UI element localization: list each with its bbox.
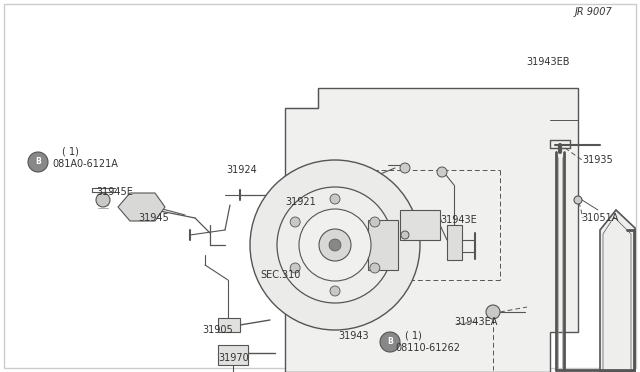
Text: B: B xyxy=(387,337,393,346)
Circle shape xyxy=(28,152,48,172)
Circle shape xyxy=(277,187,393,303)
Circle shape xyxy=(330,286,340,296)
Circle shape xyxy=(486,305,500,319)
Polygon shape xyxy=(600,210,635,372)
Text: 31970: 31970 xyxy=(218,353,249,363)
Bar xyxy=(218,318,240,332)
Circle shape xyxy=(400,163,410,173)
Text: 31945E: 31945E xyxy=(96,187,133,197)
Text: 31905: 31905 xyxy=(202,325,233,335)
Text: 31943E: 31943E xyxy=(440,215,477,225)
Circle shape xyxy=(290,263,300,273)
Polygon shape xyxy=(118,193,165,221)
Circle shape xyxy=(437,167,447,177)
Bar xyxy=(447,225,462,260)
Text: B: B xyxy=(35,157,41,167)
Circle shape xyxy=(574,196,582,204)
Text: SEC.310: SEC.310 xyxy=(260,270,300,280)
Text: 31924: 31924 xyxy=(226,165,257,175)
Circle shape xyxy=(290,217,300,227)
Circle shape xyxy=(380,332,400,352)
Circle shape xyxy=(299,209,371,281)
Circle shape xyxy=(329,239,341,251)
Text: 31943: 31943 xyxy=(338,331,369,341)
Text: 08110-61262: 08110-61262 xyxy=(395,343,460,353)
Text: 31945: 31945 xyxy=(138,213,169,223)
Bar xyxy=(218,345,248,365)
Polygon shape xyxy=(285,88,578,372)
Circle shape xyxy=(401,231,409,239)
Circle shape xyxy=(370,263,380,273)
Circle shape xyxy=(370,217,380,227)
Bar xyxy=(400,210,440,240)
Circle shape xyxy=(250,160,420,330)
Text: JR 9007: JR 9007 xyxy=(575,7,612,17)
Text: 31921: 31921 xyxy=(285,197,316,207)
Circle shape xyxy=(96,193,110,207)
Circle shape xyxy=(330,194,340,204)
Text: 31051A: 31051A xyxy=(581,213,618,223)
Circle shape xyxy=(319,229,351,261)
Text: 31943EA: 31943EA xyxy=(454,317,497,327)
Bar xyxy=(368,220,398,270)
Text: 31935: 31935 xyxy=(582,155,612,165)
Text: ( 1): ( 1) xyxy=(405,331,422,341)
Text: 31943EB: 31943EB xyxy=(526,57,570,67)
Text: 081A0-6121A: 081A0-6121A xyxy=(52,159,118,169)
Text: ( 1): ( 1) xyxy=(62,147,79,157)
